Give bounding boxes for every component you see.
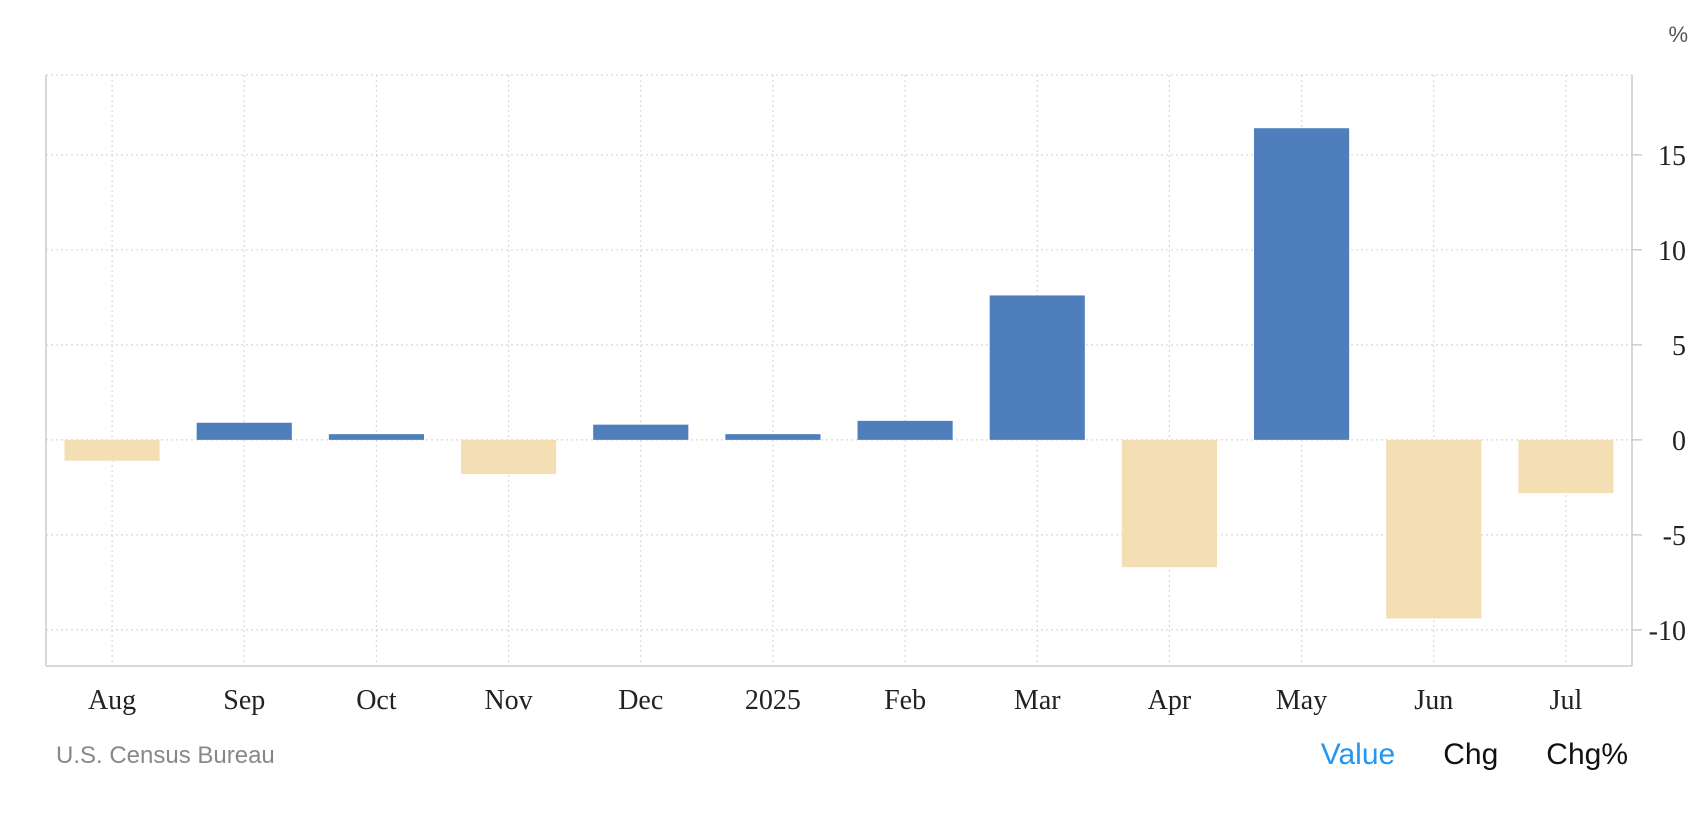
y-tick-label: -5	[1663, 521, 1686, 552]
view-chg-percent-button[interactable]: Chg%	[1546, 738, 1628, 771]
bar-oct[interactable]	[328, 434, 424, 440]
x-tick-label: Apr	[1148, 685, 1192, 716]
y-axis-unit: %	[1668, 22, 1688, 47]
y-tick-label: 15	[1658, 141, 1686, 172]
view-value-button[interactable]: Value	[1320, 738, 1396, 771]
x-tick-label: Oct	[356, 685, 397, 716]
x-tick-label: 2025	[745, 685, 801, 716]
bar-nov[interactable]	[461, 439, 557, 475]
bar-dec[interactable]	[593, 424, 689, 440]
x-tick-label: Jun	[1414, 685, 1453, 716]
x-tick-label: Feb	[884, 685, 926, 716]
view-switcher: Value Chg Chg%	[1297, 738, 1628, 772]
y-tick-label: 5	[1672, 331, 1686, 362]
y-tick-label: -10	[1649, 616, 1686, 647]
x-tick-label: Sep	[223, 685, 265, 716]
x-tick-label: Nov	[484, 685, 532, 716]
chart-axes	[45, 75, 1642, 667]
x-axis-labels: Aug Sep Oct Nov Dec 2025 Feb Mar Apr May Jun Jul	[88, 685, 1583, 716]
source-label[interactable]: U.S. Census Bureau	[56, 742, 275, 769]
bar-feb[interactable]	[857, 420, 953, 440]
bar-mar[interactable]	[989, 295, 1085, 440]
view-chg-button[interactable]: Chg	[1443, 738, 1499, 771]
y-tick-label: 0	[1672, 426, 1686, 457]
bar-jun[interactable]	[1386, 439, 1482, 619]
chart-bars	[64, 128, 1614, 619]
x-tick-label: May	[1276, 685, 1327, 716]
bar-2025[interactable]	[725, 434, 821, 440]
bar-apr[interactable]	[1121, 439, 1217, 568]
x-tick-label: Mar	[1014, 685, 1061, 716]
bar-sep[interactable]	[196, 422, 292, 440]
bar-aug[interactable]	[64, 439, 160, 461]
bar-may[interactable]	[1254, 128, 1350, 440]
y-tick-label: 10	[1658, 236, 1686, 267]
x-tick-label: Jul	[1550, 685, 1583, 716]
x-tick-label: Dec	[618, 685, 663, 716]
bar-jul[interactable]	[1518, 439, 1614, 494]
y-axis-labels: 15 10 5 0 -5 -10	[1649, 141, 1686, 647]
x-tick-label: Aug	[88, 685, 136, 716]
